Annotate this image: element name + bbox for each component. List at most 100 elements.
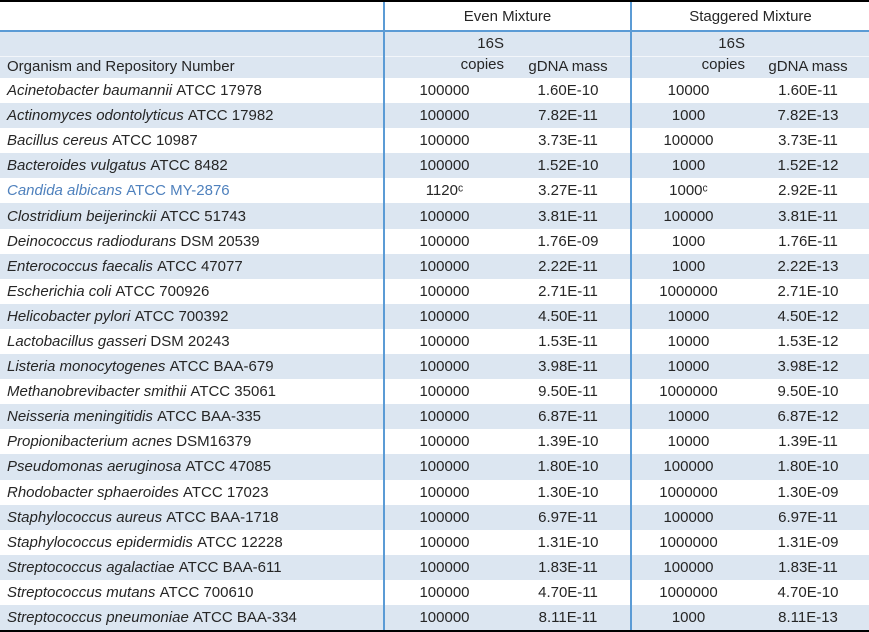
repository-number: ATCC 12228 (197, 533, 283, 551)
even-16s-copies-cell: 100000 (419, 332, 470, 350)
staggered-gdna-mass-cell: 2.71E-10 (777, 282, 839, 300)
staggered-gdna-mass-cell: 1.60E-11 (778, 82, 838, 100)
staggered-gdna-mass-cell: 1.80E-10 (747, 454, 869, 480)
organism-cell: Rhodobacter sphaeroides ATCC 17023 (0, 480, 383, 505)
staggered-16s-copies-cell: 1000000 (659, 483, 718, 501)
even-gdna-mass-cell: 2.71E-11 (538, 282, 598, 300)
organism-name: Propionibacterium acnes (7, 433, 173, 451)
group-header-staggered-mixture: Staggered Mixture (689, 7, 812, 25)
organism-name: Escherichia coli (7, 282, 112, 300)
even-gdna-mass-cell: 9.50E-11 (538, 383, 598, 401)
even-16s-copies-cell: 100000 (383, 404, 506, 430)
staggered-gdna-mass-cell: 3.73E-11 (778, 132, 838, 150)
staggered-16s-copies-cell: 1000000 (659, 383, 718, 401)
staggered-16s-copies-cell: 100000 (630, 203, 747, 229)
staggered-gdna-mass-cell: 2.22E-13 (747, 253, 869, 279)
organism-cell: Listeria monocytogenes ATCC BAA-679 (0, 354, 383, 380)
staggered-16s-copies-cell: 10000 (630, 303, 747, 329)
column-header-row: Organism and Repository Number 16S copie… (0, 32, 869, 78)
organism-cell: Enterococcus faecalis ATCC 47077 (0, 253, 383, 279)
organism-name: Actinomyces odontolyticus (7, 107, 184, 125)
even-gdna-mass-cell: 2.22E-11 (506, 253, 630, 279)
staggered-16s-copies-cell: 10000 (630, 354, 747, 380)
column-header-even-16s-copies: 16S copies (383, 32, 506, 78)
staggered-16s-copies-cell: 10000 (630, 404, 747, 430)
staggered-16s-copies-cell: 1000 (630, 153, 747, 179)
organism-name: Bacillus cereus (7, 132, 108, 150)
staggered-16s-copies-cell: 1000 (671, 232, 706, 250)
staggered-gdna-mass-cell: 1.30E-09 (777, 483, 839, 501)
even-gdna-mass-cell: 3.27E-11 (538, 182, 598, 200)
staggered-gdna-mass-cell: 1.52E-12 (747, 153, 869, 179)
table-row: Streptococcus mutans ATCC 700610 100000 … (0, 580, 869, 605)
even-16s-copies-cell: 100000 (419, 82, 470, 100)
staggered-gdna-mass-cell: 6.97E-11 (747, 504, 869, 530)
repository-number: ATCC 700926 (115, 282, 210, 300)
repository-number: ATCC BAA-335 (157, 408, 262, 426)
staggered-gdna-mass-cell: 7.82E-13 (747, 103, 869, 129)
column-header-staggered-16s-copies: 16S copies (630, 32, 747, 78)
repository-number: ATCC MY-2876 (126, 182, 230, 200)
organism-cell: Helicobacter pylori ATCC 700392 (0, 303, 383, 329)
table-row: Acinetobacter baumannii ATCC 17978 10000… (0, 78, 869, 103)
staggered-gdna-mass-cell: 4.50E-12 (747, 303, 869, 329)
table-row: Staphylococcus epidermidis ATCC 12228 10… (0, 530, 869, 555)
repository-number: ATCC 17978 (176, 82, 262, 100)
table-row: Pseudomonas aeruginosa ATCC 47085 100000… (0, 454, 869, 480)
header-internal-split-line (0, 56, 869, 57)
repository-number: ATCC 47085 (185, 458, 272, 476)
even-gdna-mass-cell: 4.50E-11 (506, 303, 630, 329)
even-16s-copies-cell: 100000 (419, 433, 470, 451)
staggered-16s-copies-cell: 10000 (667, 82, 710, 100)
staggered-16s-copies-cell: 100000 (630, 504, 747, 530)
even-16s-copies-cell: 100000 (419, 132, 470, 150)
organism-cell: Pseudomonas aeruginosa ATCC 47085 (0, 454, 383, 480)
staggered-16s-copies-cell: 100000 (630, 554, 747, 580)
staggered-gdna-mass-cell: 1.31E-09 (777, 533, 839, 551)
table-row: Rhodobacter sphaeroides ATCC 17023 10000… (0, 480, 869, 505)
table-row: Actinomyces odontolyticus ATCC 17982 100… (0, 103, 869, 129)
organism-cell: Neisseria meningitidis ATCC BAA-335 (0, 404, 383, 430)
column-header-staggered-gdna-mass: gDNA mass (747, 32, 869, 78)
repository-number: ATCC 51743 (160, 207, 246, 225)
table-row: Enterococcus faecalis ATCC 47077 100000 … (0, 253, 869, 279)
repository-number: ATCC 700610 (159, 583, 254, 601)
even-gdna-mass-cell: 8.11E-11 (506, 604, 630, 631)
organism-cell: Acinetobacter baumannii ATCC 17978 (0, 78, 383, 103)
staggered-gdna-mass-cell: 3.81E-11 (747, 203, 869, 229)
even-16s-copies-cell: 100000 (383, 554, 506, 580)
organism-name: Deinococcus radiodurans (7, 232, 177, 250)
table-row: Lactobacillus gasseri DSM 20243 100000 1… (0, 329, 869, 354)
repository-number: ATCC 10987 (112, 132, 198, 150)
table-row: Staphylococcus aureus ATCC BAA-1718 1000… (0, 504, 869, 530)
organism-name: Enterococcus faecalis (7, 257, 153, 275)
organism-cell: Escherichia coli ATCC 700926 (0, 279, 383, 304)
staggered-16s-copies-cell: 10000 (667, 332, 710, 350)
table-body: Acinetobacter baumannii ATCC 17978 10000… (0, 78, 869, 631)
table-bottom-border (0, 630, 869, 632)
even-gdna-mass-cell: 1.83E-11 (506, 554, 630, 580)
table-row: Helicobacter pylori ATCC 700392 100000 4… (0, 303, 869, 329)
table-row: Clostridium beijerinckii ATCC 51743 1000… (0, 203, 869, 229)
table-row: Listeria monocytogenes ATCC BAA-679 1000… (0, 354, 869, 380)
organism-name: Streptococcus mutans (7, 583, 156, 601)
staggered-gdna-mass-cell: 1.53E-12 (777, 332, 839, 350)
group-header-row: Even Mixture Staggered Mixture (0, 2, 869, 30)
repository-number: ATCC 47077 (157, 257, 243, 275)
vertical-separator-staggered (630, 2, 632, 630)
repository-number: DSM 20243 (150, 332, 230, 350)
even-16s-copies-cell: 100000 (383, 103, 506, 129)
organism-name: Candida albicans (7, 182, 123, 200)
even-16s-copies-cell: 100000 (419, 483, 470, 501)
table-row: Candida albicans ATCC MY-2876 1120ᶜ 3.27… (0, 178, 869, 203)
even-gdna-mass-cell: 1.52E-10 (506, 153, 630, 179)
organism-cell: Staphylococcus epidermidis ATCC 12228 (0, 530, 383, 555)
organism-cell: Bacillus cereus ATCC 10987 (0, 128, 383, 153)
organism-name: Streptococcus pneumoniae (7, 609, 189, 627)
staggered-16s-copies-cell: 1000 (630, 103, 747, 129)
group-header-even-mixture: Even Mixture (463, 7, 552, 25)
even-16s-copies-cell: 100000 (419, 282, 470, 300)
staggered-16s-copies-cell: 10000 (667, 433, 710, 451)
staggered-16s-copies-cell: 1000 (630, 253, 747, 279)
even-gdna-mass-cell: 1.31E-10 (537, 533, 599, 551)
